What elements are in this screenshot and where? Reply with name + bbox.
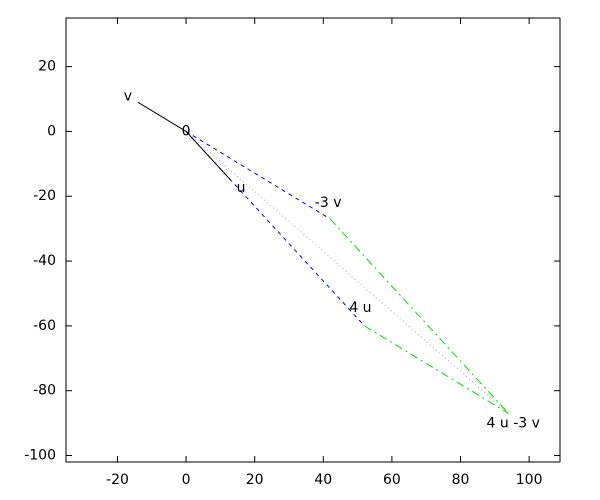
vector-line <box>185 131 509 414</box>
vector-line <box>185 131 331 220</box>
x-tick-label: 20 <box>246 472 264 488</box>
y-tick-label: 0 <box>47 123 56 139</box>
vector-line <box>364 325 509 414</box>
point-label: 0 <box>182 123 191 139</box>
y-tick-label: -20 <box>33 188 56 204</box>
vector-line <box>137 101 187 132</box>
y-tick-label: -100 <box>24 448 56 464</box>
y-tick-label: -80 <box>33 383 56 399</box>
x-tick-label: 60 <box>383 472 401 488</box>
vector-line <box>329 218 509 414</box>
point-label: u <box>237 180 246 196</box>
x-tick-label: 80 <box>452 472 470 488</box>
plot-frame <box>65 17 561 463</box>
point-label: 4 u <box>349 300 371 316</box>
point-label: -3 v <box>315 195 342 211</box>
y-tick-label: 20 <box>38 59 56 75</box>
point-label: v <box>124 88 132 104</box>
y-tick-label: -40 <box>33 253 56 269</box>
vector-line <box>185 131 232 181</box>
point-label: 4 u -3 v <box>487 415 540 431</box>
x-tick-label: -20 <box>106 472 129 488</box>
y-tick-label: -60 <box>33 318 56 334</box>
x-tick-label: 40 <box>314 472 332 488</box>
x-tick-label: 0 <box>182 472 191 488</box>
x-tick-label: 100 <box>516 472 543 488</box>
